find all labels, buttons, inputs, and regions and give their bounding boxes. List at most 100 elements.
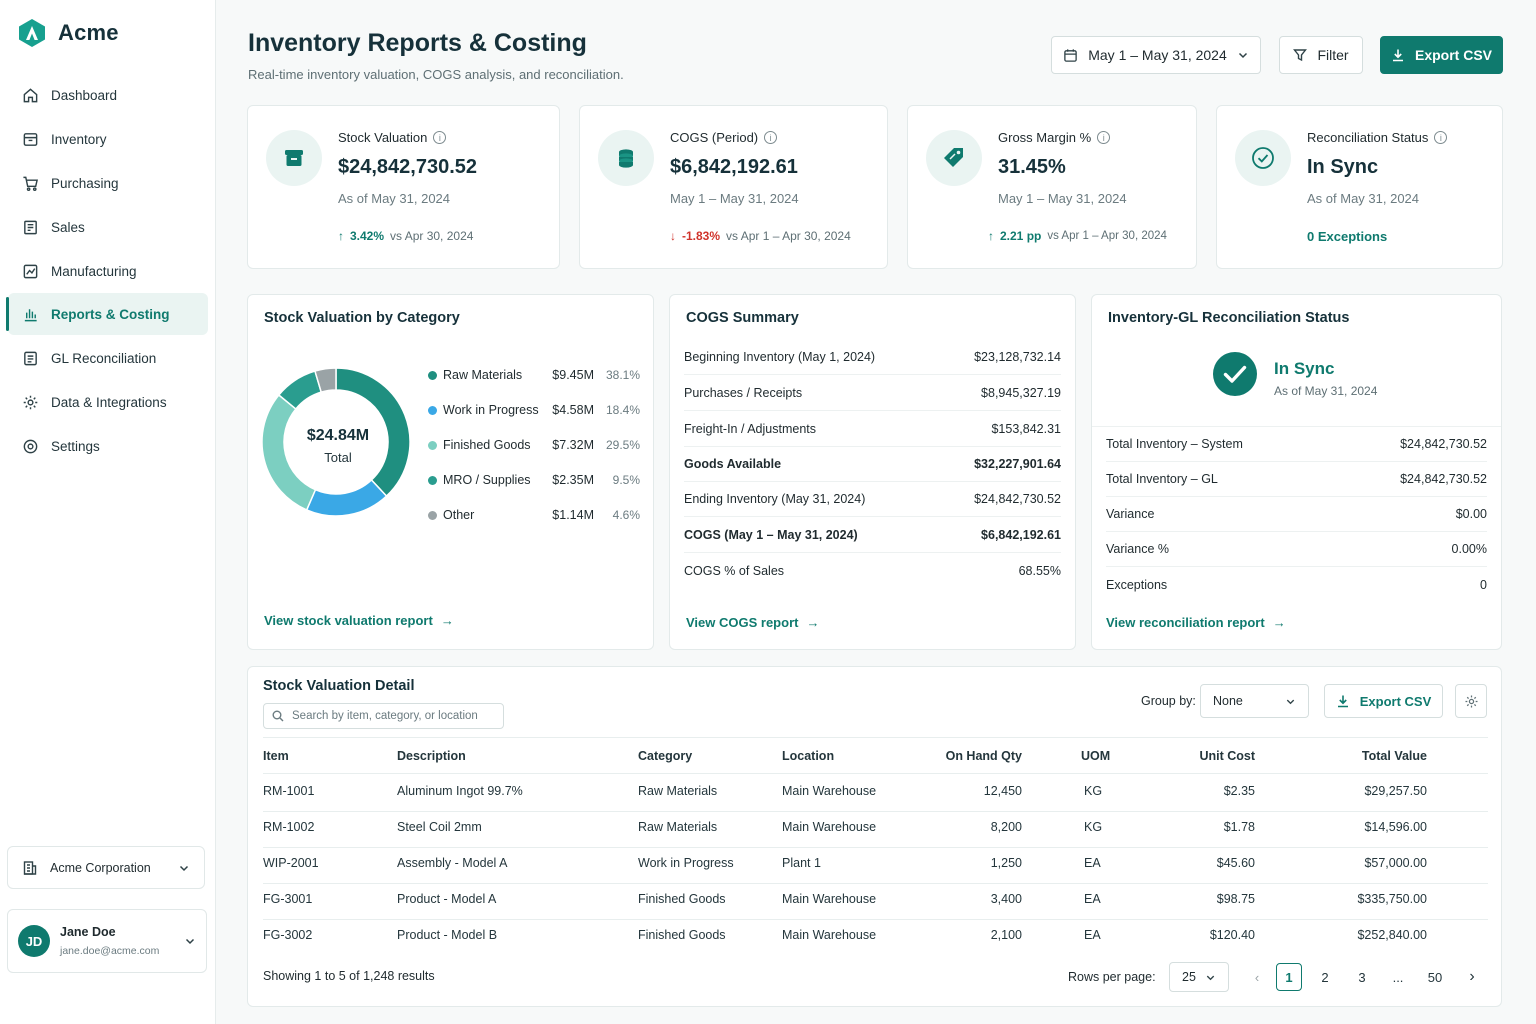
column-header-unit-cost[interactable]: Unit Cost bbox=[1199, 749, 1255, 763]
cell-location: Main Warehouse bbox=[782, 820, 877, 834]
donut-chart bbox=[262, 367, 411, 517]
cell-total-value: $29,257.50 bbox=[1364, 784, 1427, 798]
column-header-category[interactable]: Category bbox=[638, 749, 693, 763]
kpi-sub: As of May 31, 2024 bbox=[1307, 191, 1420, 206]
donut-slice-work-in-progress[interactable] bbox=[305, 478, 388, 517]
cell-qty: 3,400 bbox=[990, 892, 1022, 906]
table-divider bbox=[263, 773, 1488, 774]
acme-logo-icon bbox=[19, 19, 45, 47]
legend-swatch bbox=[428, 440, 437, 450]
view-cogs-report-link[interactable]: View COGS report → bbox=[686, 615, 820, 630]
view-stock-valuation-link[interactable]: View stock valuation report → bbox=[264, 613, 454, 628]
chevron-down-icon bbox=[1238, 52, 1247, 59]
tag-icon bbox=[926, 130, 982, 186]
app-logo[interactable]: Acme bbox=[18, 18, 119, 48]
sidebar-item-inventory[interactable]: Inventory bbox=[8, 118, 208, 160]
row-divider bbox=[263, 811, 1488, 812]
detail-title: Stock Valuation Detail bbox=[263, 678, 415, 694]
sidebar-item-dashboard[interactable]: Dashboard bbox=[8, 74, 208, 116]
home-icon bbox=[23, 87, 38, 102]
table-settings-button[interactable] bbox=[1455, 684, 1487, 718]
arrow-up-icon: ↑ bbox=[338, 229, 344, 243]
kpi-card-reconciliation: Reconciliation Status i In Sync As of May… bbox=[1216, 105, 1503, 269]
rows-per-page-select[interactable]: 25 bbox=[1169, 962, 1229, 992]
cell-item: WIP-2001 bbox=[263, 856, 319, 870]
column-header-description[interactable]: Description bbox=[397, 749, 466, 763]
sidebar-item-reports-costing[interactable]: Reports & Costing bbox=[6, 293, 208, 335]
sidebar-item-data-integrations[interactable]: Data & Integrations bbox=[8, 381, 208, 423]
info-icon[interactable]: i bbox=[433, 131, 447, 144]
calendar-icon bbox=[1064, 48, 1078, 62]
filter-label: Filter bbox=[1317, 47, 1349, 63]
page-button-1[interactable]: 1 bbox=[1276, 963, 1302, 991]
cell-item: RM-1001 bbox=[263, 784, 315, 798]
org-switcher[interactable]: Acme Corporation bbox=[7, 846, 205, 889]
column-header-total-value[interactable]: Total Value bbox=[1361, 749, 1427, 763]
column-header-uom[interactable]: UOM bbox=[1081, 749, 1111, 763]
page-button-3[interactable]: 3 bbox=[1358, 969, 1366, 985]
kpi-value: 31.45% bbox=[998, 156, 1066, 178]
cell-total-value: $335,750.00 bbox=[1357, 892, 1427, 906]
page-title: Inventory Reports & Costing bbox=[248, 29, 587, 57]
group-by-select[interactable]: None bbox=[1200, 684, 1309, 718]
card-title: Stock Valuation by Category bbox=[264, 310, 460, 326]
sidebar-item-purchasing[interactable]: Purchasing bbox=[8, 162, 208, 204]
app-name: Acme bbox=[58, 20, 119, 45]
kpi-sub: May 1 – May 31, 2024 bbox=[998, 191, 1127, 206]
date-range-picker[interactable]: May 1 – May 31, 2024 bbox=[1051, 36, 1261, 74]
legend-item: Other $1.14M 4.6% bbox=[428, 505, 640, 525]
info-icon[interactable]: i bbox=[1434, 131, 1448, 144]
cell-total-value: $57,000.00 bbox=[1364, 856, 1427, 870]
detail-export-csv-button[interactable]: Export CSV bbox=[1324, 684, 1443, 718]
stock-valuation-card: Stock Valuation by Category $24.84M Tota… bbox=[247, 294, 654, 650]
filter-icon bbox=[1293, 49, 1308, 62]
chevron-down-icon bbox=[185, 938, 195, 945]
column-header-item[interactable]: Item bbox=[263, 749, 289, 763]
cell-category: Work in Progress bbox=[638, 856, 734, 870]
column-header-location[interactable]: Location bbox=[782, 749, 835, 763]
next-page-button[interactable]: › bbox=[1469, 968, 1475, 985]
kpi-trend: ↓ -1.83% vs Apr 1 – Apr 30, 2024 bbox=[670, 229, 851, 243]
legend-item: Finished Goods $7.32M 29.5% bbox=[428, 435, 640, 455]
kpi-value: $6,842,192.61 bbox=[670, 156, 798, 178]
export-csv-button[interactable]: Export CSV bbox=[1380, 36, 1503, 74]
check-circle-icon bbox=[1213, 352, 1257, 396]
cogs-row: COGS (May 1 – May 31, 2024) $6,842,192.61 bbox=[684, 518, 1061, 553]
sidebar-item-manufacturing[interactable]: Manufacturing bbox=[8, 250, 208, 292]
cell-unit-cost: $2.35 bbox=[1223, 784, 1255, 798]
arrow-right-icon: → bbox=[806, 615, 820, 630]
column-header-on-hand-qty[interactable]: On Hand Qty bbox=[945, 749, 1022, 763]
arrow-right-icon: → bbox=[1272, 615, 1286, 630]
sidebar-item-label: Reports & Costing bbox=[51, 306, 170, 322]
pagination-summary: Showing 1 to 5 of 1,248 results bbox=[263, 969, 435, 983]
view-reconciliation-link[interactable]: View reconciliation report → bbox=[1106, 615, 1286, 630]
sidebar-item-settings[interactable]: Settings bbox=[8, 425, 208, 467]
kpi-label: COGS (Period) i bbox=[670, 130, 778, 145]
sidebar-item-label: GL Reconciliation bbox=[51, 350, 157, 366]
cogs-row: Goods Available $32,227,901.64 bbox=[684, 447, 1061, 482]
search-input[interactable]: Search by item, category, or location bbox=[263, 703, 504, 729]
kpi-trend: ↑ 2.21 pp vs Apr 1 – Apr 30, 2024 bbox=[988, 229, 1167, 243]
legend-percent: 9.5% bbox=[612, 473, 640, 487]
card-title: COGS Summary bbox=[686, 310, 799, 326]
cell-uom: EA bbox=[1084, 856, 1101, 870]
cell-description: Product - Model B bbox=[397, 928, 498, 942]
user-menu[interactable]: JD Jane Doe jane.doe@acme.com bbox=[7, 909, 207, 973]
page-button-2[interactable]: 2 bbox=[1321, 969, 1329, 985]
legend-percent: 29.5% bbox=[605, 438, 640, 452]
cogs-summary-card: COGS Summary Beginning Inventory (May 1,… bbox=[669, 294, 1076, 650]
sidebar-item-gl-reconciliation[interactable]: GL Reconciliation bbox=[8, 337, 208, 379]
legend-label: MRO / Supplies bbox=[443, 473, 531, 487]
legend-swatch bbox=[428, 405, 437, 415]
info-icon[interactable]: i bbox=[1097, 131, 1111, 144]
filter-button[interactable]: Filter bbox=[1279, 36, 1363, 74]
info-icon[interactable]: i bbox=[764, 131, 778, 144]
table-divider bbox=[263, 737, 1488, 738]
exceptions-link[interactable]: 0 Exceptions bbox=[1307, 229, 1388, 244]
prev-page-button[interactable]: ‹ bbox=[1254, 969, 1260, 985]
cell-qty: 1,250 bbox=[990, 856, 1022, 870]
org-name: Acme Corporation bbox=[50, 860, 151, 875]
sidebar-item-sales[interactable]: Sales bbox=[8, 206, 208, 248]
donut-slice-other[interactable] bbox=[314, 367, 337, 394]
page-button-50[interactable]: 50 bbox=[1427, 969, 1443, 985]
